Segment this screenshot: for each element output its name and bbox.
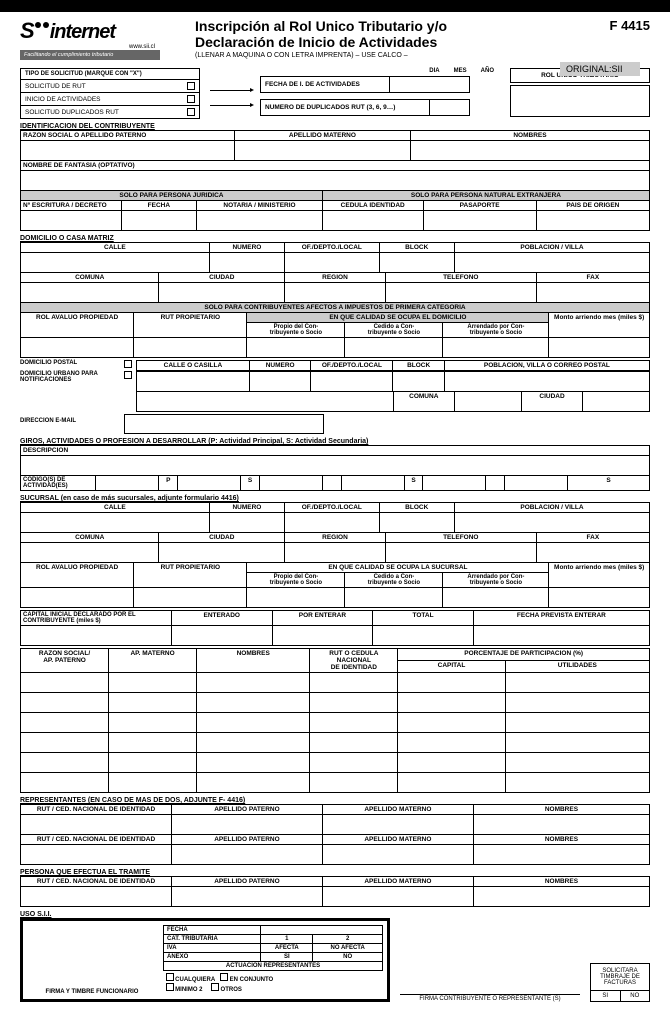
top-black-bar <box>0 0 670 12</box>
tipo-row-rut[interactable]: SOLICITUD DE RUT <box>21 79 199 92</box>
tipo-row-dup[interactable]: SOLICITUD DUPLICADOS RUT <box>21 105 199 118</box>
giros-table: DESCRIPCION <box>20 445 650 476</box>
form-code: F 4415 <box>580 18 650 60</box>
domicilio-header: DOMICILIO O CASA MATRIZ <box>20 235 650 242</box>
logo-text: Sinternet <box>20 18 185 44</box>
header: Sinternet www.sii.cl Facilitando el cump… <box>0 12 670 64</box>
checkbox[interactable] <box>124 360 132 368</box>
fecha-actividades-row: FECHA DE I. DE ACTIVIDADES <box>260 76 500 93</box>
giros-header: GIROS, ACTIVIDADES O PROFESION A DESARRO… <box>20 438 650 445</box>
checkbox[interactable] <box>124 371 132 379</box>
socios-table: RAZON SOCIAL/ AP. PATERNO AP. MATERNO NO… <box>20 648 650 793</box>
tramite-header: PERSONA QUE EFECTUA EL TRAMITE <box>20 869 650 876</box>
uso-sii-box: FIRMA Y TIMBRE FUNCIONARIO FECHA CAT. TR… <box>20 918 390 1002</box>
num-duplicados-row: NUMERO DE DUPLICADOS RUT (3, 6, 9…) <box>260 99 500 116</box>
date-header: DIA MES AÑO <box>260 68 500 74</box>
firma-contribuyente[interactable]: FIRMA CONTRIBUYENTE O REPRESENTANTE (S) <box>400 994 580 1002</box>
request-type-section: TIPO DE SOLICITUD (MARQUE CON "X") SOLIC… <box>20 68 650 119</box>
tipo-hdr: TIPO DE SOLICITUD (MARQUE CON "X") <box>21 69 199 79</box>
solicitara-facturas: SOLICITARA TIMBRAJE DE FACTURAS SI NO <box>590 963 650 1002</box>
original-label: ORIGINAL:SII <box>560 62 640 76</box>
rut-input[interactable] <box>510 85 650 117</box>
title1: Inscripción al Rol Unico Tributario y/o <box>195 18 580 34</box>
sucursal-header: SUCURSAL (en caso de más sucursales, adj… <box>20 495 650 502</box>
uso-header: USO S.I.I. <box>20 911 650 918</box>
arrow-icon <box>210 90 250 91</box>
subtitle: (LLENAR A MAQUINA O CON LETRA IMPRENTA) … <box>195 52 580 59</box>
title-area: Inscripción al Rol Unico Tributario y/o … <box>185 18 580 60</box>
ident-table: RAZON SOCIAL O APELLIDO PATERNO APELLIDO… <box>20 130 650 161</box>
tipo-solicitud-box: TIPO DE SOLICITUD (MARQUE CON "X") SOLIC… <box>20 68 200 119</box>
domicilio-table: CALLE NUMERO OF./DEPTO./LOCAL BLOCK POBL… <box>20 242 650 273</box>
arrow-icon <box>210 105 250 106</box>
fecha-input[interactable] <box>390 76 470 93</box>
email-input[interactable] <box>124 414 324 434</box>
logo-area: Sinternet www.sii.cl Facilitando el cump… <box>20 18 185 60</box>
checkbox[interactable] <box>187 82 195 90</box>
logo-tagline: Facilitando el cumplimiento tributario <box>20 50 160 60</box>
rep-header: REPRESENTANTES (EN CASO DE MAS DE DOS, A… <box>20 797 650 804</box>
dup-input[interactable] <box>430 99 470 116</box>
ident-header: IDENTIFICACION DEL CONTRIBUYENTE <box>20 123 650 130</box>
checkbox[interactable] <box>187 95 195 103</box>
checkbox[interactable] <box>187 108 195 116</box>
tipo-row-inicio[interactable]: INICIO DE ACTIVIDADES <box>21 92 199 105</box>
title2: Declaración de Inicio de Actividades <box>195 34 580 50</box>
